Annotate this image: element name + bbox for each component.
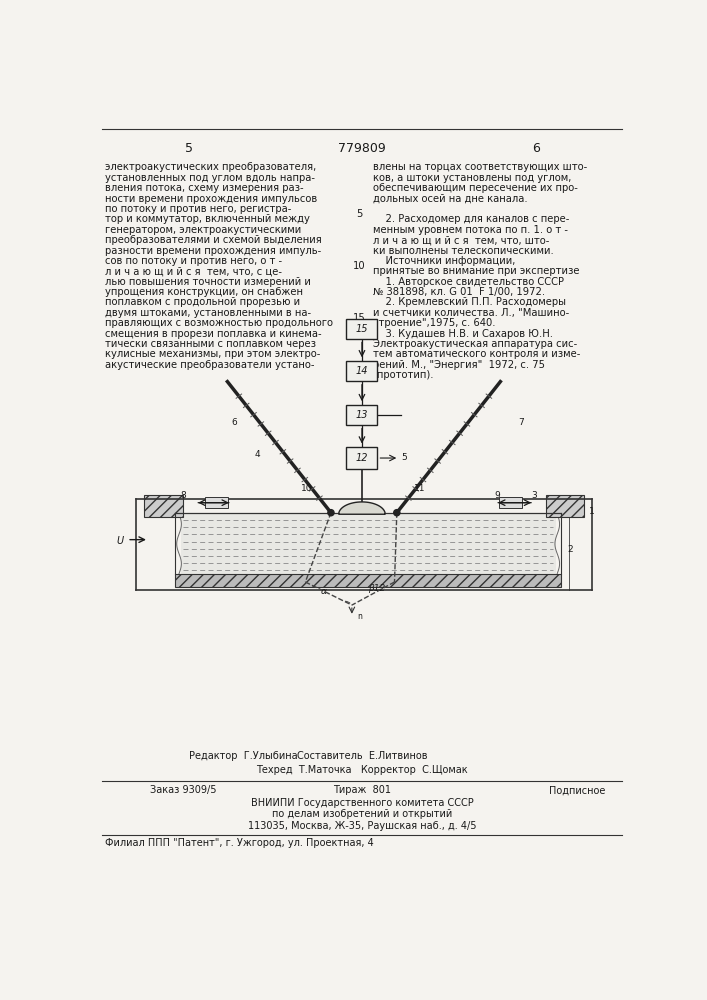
Text: β12: β12 [368, 584, 385, 593]
Text: Техред  Т.Маточка   Корректор  С.Щомак: Техред Т.Маточка Корректор С.Щомак [256, 765, 468, 775]
Text: преобразователями и схемой выделения: преобразователями и схемой выделения [105, 235, 322, 245]
Text: тор и коммутатор, включенный между: тор и коммутатор, включенный между [105, 214, 310, 224]
Bar [346, 319, 378, 339]
Text: ков, а штоки установлены под углом,: ков, а штоки установлены под углом, [373, 173, 571, 183]
Text: дольных осей на дне канала.: дольных осей на дне канала. [373, 194, 527, 204]
Text: правляющих с возможностью продольного: правляющих с возможностью продольного [105, 318, 334, 328]
Text: 5: 5 [356, 209, 363, 219]
Bar [346, 361, 378, 381]
Text: двумя штоками, установленными в на-: двумя штоками, установленными в на- [105, 308, 312, 318]
Text: U: U [116, 536, 123, 546]
Text: № 381898, кл. G 01  F 1/00, 1972.: № 381898, кл. G 01 F 1/00, 1972. [373, 287, 545, 297]
Text: 7: 7 [518, 418, 524, 427]
Text: ки выполнены телескопическими.: ки выполнены телескопическими. [373, 246, 554, 256]
Text: генератором, электроакустическими: генератором, электроакустическими [105, 225, 302, 235]
Text: 13: 13 [356, 410, 368, 420]
Text: 15: 15 [356, 324, 368, 334]
Text: поплавком с продольной прорезью и: поплавком с продольной прорезью и [105, 297, 300, 307]
Bar [175, 574, 561, 587]
Text: α: α [320, 587, 326, 596]
Text: л и ч а ю щ и й с я  тем, что, с це-: л и ч а ю щ и й с я тем, что, с це- [105, 266, 282, 276]
Bar [346, 447, 378, 469]
Bar [144, 495, 183, 517]
Text: 6: 6 [532, 142, 540, 155]
Text: Источники информации,: Источники информации, [373, 256, 515, 266]
Text: 2. Кремлевский П.П. Расходомеры: 2. Кремлевский П.П. Расходомеры [373, 297, 566, 307]
Text: влены на торцах соответствующих што-: влены на торцах соответствующих што- [373, 162, 587, 172]
Text: упрощения конструкции, он снабжен: упрощения конструкции, он снабжен [105, 287, 303, 297]
Text: смещения в прорези поплавка и кинема-: смещения в прорези поплавка и кинема- [105, 329, 322, 339]
Text: 4: 4 [255, 450, 260, 459]
Text: принятые во внимание при экспертизе: принятые во внимание при экспертизе [373, 266, 579, 276]
Bar [180, 514, 556, 574]
Text: ВНИИПИ Государственного комитета СССР: ВНИИПИ Государственного комитета СССР [250, 798, 473, 808]
Text: ности времени прохождения импульсов: ности времени прохождения импульсов [105, 194, 317, 204]
Text: 10: 10 [301, 484, 312, 493]
Text: 1: 1 [588, 507, 594, 516]
Text: 779809: 779809 [338, 142, 386, 155]
Text: 1. Авторское свидетельство СССР: 1. Авторское свидетельство СССР [373, 277, 563, 287]
Text: Тираж  801: Тираж 801 [333, 785, 391, 795]
Text: тем автоматического контроля и изме-: тем автоматического контроля и изме- [373, 349, 580, 359]
Text: кулисные механизмы, при этом электро-: кулисные механизмы, при этом электро- [105, 349, 321, 359]
Text: 15: 15 [354, 313, 366, 323]
Text: 8: 8 [181, 491, 187, 500]
Text: Подписное: Подписное [549, 785, 606, 795]
Text: акустические преобразователи устано-: акустические преобразователи устано- [105, 360, 315, 370]
Text: 12: 12 [356, 453, 368, 463]
Text: тически связанными с поплавком через: тически связанными с поплавком через [105, 339, 317, 349]
Text: Редактор  Г.Улыбина: Редактор Г.Улыбина [189, 751, 298, 761]
Text: 9: 9 [494, 491, 500, 500]
Text: 3: 3 [531, 491, 537, 500]
Text: 10: 10 [354, 261, 366, 271]
Text: Филиал ППП "Патент", г. Ужгород, ул. Проектная, 4: Филиал ППП "Патент", г. Ужгород, ул. Про… [105, 838, 374, 848]
Text: 113035, Москва, Ж-35, Раушская наб., д. 4/5: 113035, Москва, Ж-35, Раушская наб., д. … [247, 821, 477, 831]
Circle shape [328, 510, 334, 516]
Text: 2. Расходомер для каналов с пере-: 2. Расходомер для каналов с пере- [373, 214, 569, 224]
Bar [346, 405, 378, 425]
Text: л и ч а ю щ и й с я  тем, что, што-: л и ч а ю щ и й с я тем, что, што- [373, 235, 549, 245]
Text: n: n [357, 612, 362, 621]
Text: установленных под углом вдоль напра-: установленных под углом вдоль напра- [105, 173, 315, 183]
Polygon shape [339, 502, 385, 514]
Text: обеспечивающим пересечение их про-: обеспечивающим пересечение их про- [373, 183, 578, 193]
Text: разности времени прохождения импуль-: разности времени прохождения импуль- [105, 246, 322, 256]
Text: вления потока, схему измерения раз-: вления потока, схему измерения раз- [105, 183, 304, 193]
Bar [204, 497, 228, 508]
Text: электроакустических преобразователя,: электроакустических преобразователя, [105, 162, 317, 172]
Text: 6: 6 [231, 418, 237, 427]
Text: строение",1975, с. 640.: строение",1975, с. 640. [373, 318, 496, 328]
Text: по делам изобретений и открытий: по делам изобретений и открытий [271, 809, 452, 819]
Text: лью повышения точности измерений и: лью повышения точности измерений и [105, 277, 311, 287]
Text: и счетчики количества. Л., "Машино-: и счетчики количества. Л., "Машино- [373, 308, 569, 318]
Text: 11: 11 [414, 484, 425, 493]
Text: менным уровнем потока по п. 1. о т -: менным уровнем потока по п. 1. о т - [373, 225, 568, 235]
Text: 5: 5 [402, 453, 407, 462]
Text: 14: 14 [356, 366, 368, 376]
Bar [546, 495, 585, 517]
Text: (прототип).: (прототип). [373, 370, 433, 380]
Circle shape [394, 510, 400, 516]
Text: сов по потоку и против него, о т -: сов по потоку и против него, о т - [105, 256, 283, 266]
Bar [499, 497, 522, 508]
Text: Заказ 9309/5: Заказ 9309/5 [151, 785, 217, 795]
Text: 2: 2 [568, 545, 573, 554]
Text: 3. Кудашев Н.В. и Сахаров Ю.Н.: 3. Кудашев Н.В. и Сахаров Ю.Н. [373, 329, 553, 339]
Text: Составитель  Е.Литвинов: Составитель Е.Литвинов [297, 751, 427, 761]
Text: 5: 5 [185, 142, 193, 155]
Text: рений. М., "Энергия"  1972, с. 75: рений. М., "Энергия" 1972, с. 75 [373, 360, 545, 370]
Text: по потоку и против него, регистра-: по потоку и против него, регистра- [105, 204, 292, 214]
Text: Электроакустическая аппаратура сис-: Электроакустическая аппаратура сис- [373, 339, 577, 349]
